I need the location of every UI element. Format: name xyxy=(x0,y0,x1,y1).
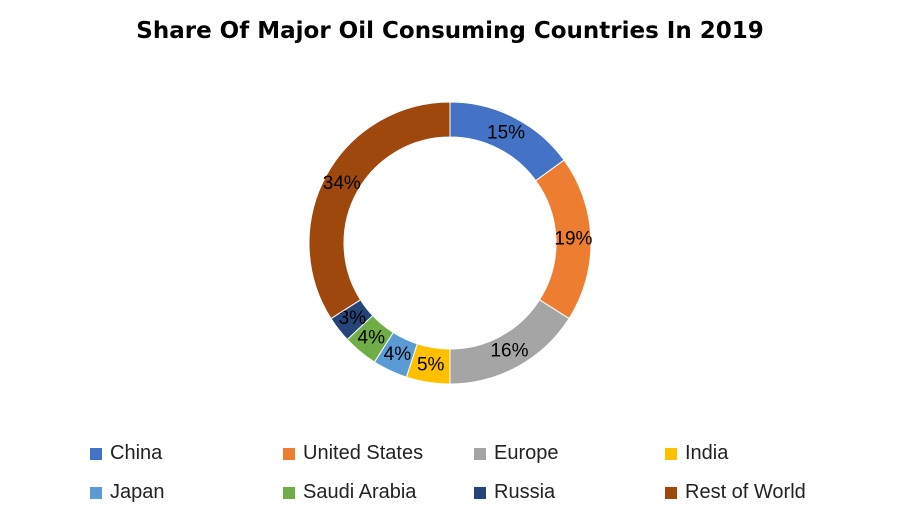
data-label-india: 5% xyxy=(417,354,445,375)
data-label-japan: 4% xyxy=(384,344,412,365)
data-label-europe: 16% xyxy=(490,341,528,362)
chart-title: Share Of Major Oil Consuming Countries I… xyxy=(136,18,764,44)
data-label-saudi-arabia: 4% xyxy=(358,328,386,349)
slice-rest-of-world xyxy=(308,101,451,320)
data-label-united-states: 19% xyxy=(554,229,592,250)
data-label-china: 15% xyxy=(487,122,525,143)
data-label-russia: 3% xyxy=(339,308,367,329)
data-label-rest-of-world: 34% xyxy=(323,173,361,194)
